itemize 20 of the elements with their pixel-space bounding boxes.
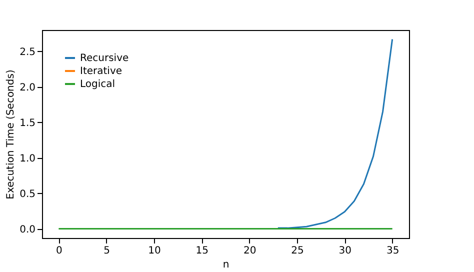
line-series — [277, 38, 394, 229]
y-tick-label: 2.5 — [20, 46, 36, 58]
y-tick-label: 0.0 — [20, 224, 36, 236]
x-axis-title: n — [222, 260, 230, 270]
legend-label: Iterative — [80, 66, 122, 77]
x-tick-label: 25 — [291, 246, 304, 256]
x-tick-label: 20 — [243, 246, 256, 256]
x-tick-label: 5 — [104, 246, 110, 256]
x-tick-label: 30 — [338, 246, 352, 256]
x-tick-label: 10 — [148, 246, 161, 256]
x-tick-label: 0 — [56, 246, 62, 256]
y-tick-label: 0.5 — [20, 188, 36, 200]
x-tick-label: 35 — [386, 246, 400, 256]
y-axis-title: Execution Time (Seconds) — [6, 70, 17, 200]
legend-label: Recursive — [80, 53, 129, 64]
y-tick-label: 1.5 — [20, 118, 36, 129]
y-tick-label: 2.0 — [20, 82, 36, 94]
x-tick-label: 15 — [196, 246, 209, 256]
legend-label: Logical — [80, 79, 116, 90]
y-tick-label: 1.0 — [20, 153, 36, 164]
